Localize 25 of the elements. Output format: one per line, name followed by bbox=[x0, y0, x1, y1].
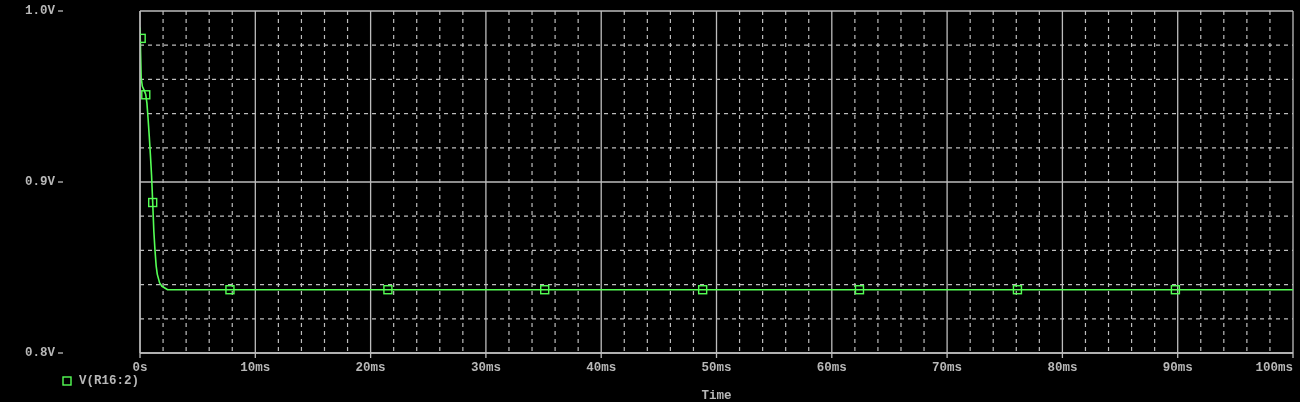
point bbox=[141, 90, 151, 100]
x-tick-label: 10ms bbox=[240, 361, 271, 375]
x-tick-label: 80ms bbox=[1047, 361, 1078, 375]
x-tick-label: 0s bbox=[132, 361, 148, 375]
point bbox=[697, 285, 708, 295]
x-axis-title: Time bbox=[701, 389, 732, 402]
point bbox=[540, 285, 550, 295]
y-tick-label: 1.0V bbox=[24, 4, 56, 18]
y-tick-label: 0.8V bbox=[24, 346, 56, 360]
point bbox=[854, 285, 865, 295]
point bbox=[383, 285, 393, 295]
y-tick-label: 0.9V bbox=[24, 175, 56, 189]
x-tick-label: 60ms bbox=[816, 361, 847, 375]
point bbox=[1170, 285, 1181, 295]
legend-label: V(R16:2) bbox=[79, 374, 140, 388]
x-tick-label: 70ms bbox=[932, 361, 963, 375]
x-tick-label: 20ms bbox=[355, 361, 386, 375]
point bbox=[148, 197, 158, 208]
x-tick-label: 90ms bbox=[1162, 361, 1193, 375]
x-tick-label: 30ms bbox=[470, 361, 501, 375]
point bbox=[225, 285, 235, 295]
x-tick-label: 40ms bbox=[586, 361, 617, 375]
x-tick-label: 50ms bbox=[701, 361, 732, 375]
x-tick-label: 100ms bbox=[1255, 361, 1293, 375]
point bbox=[1012, 285, 1023, 295]
